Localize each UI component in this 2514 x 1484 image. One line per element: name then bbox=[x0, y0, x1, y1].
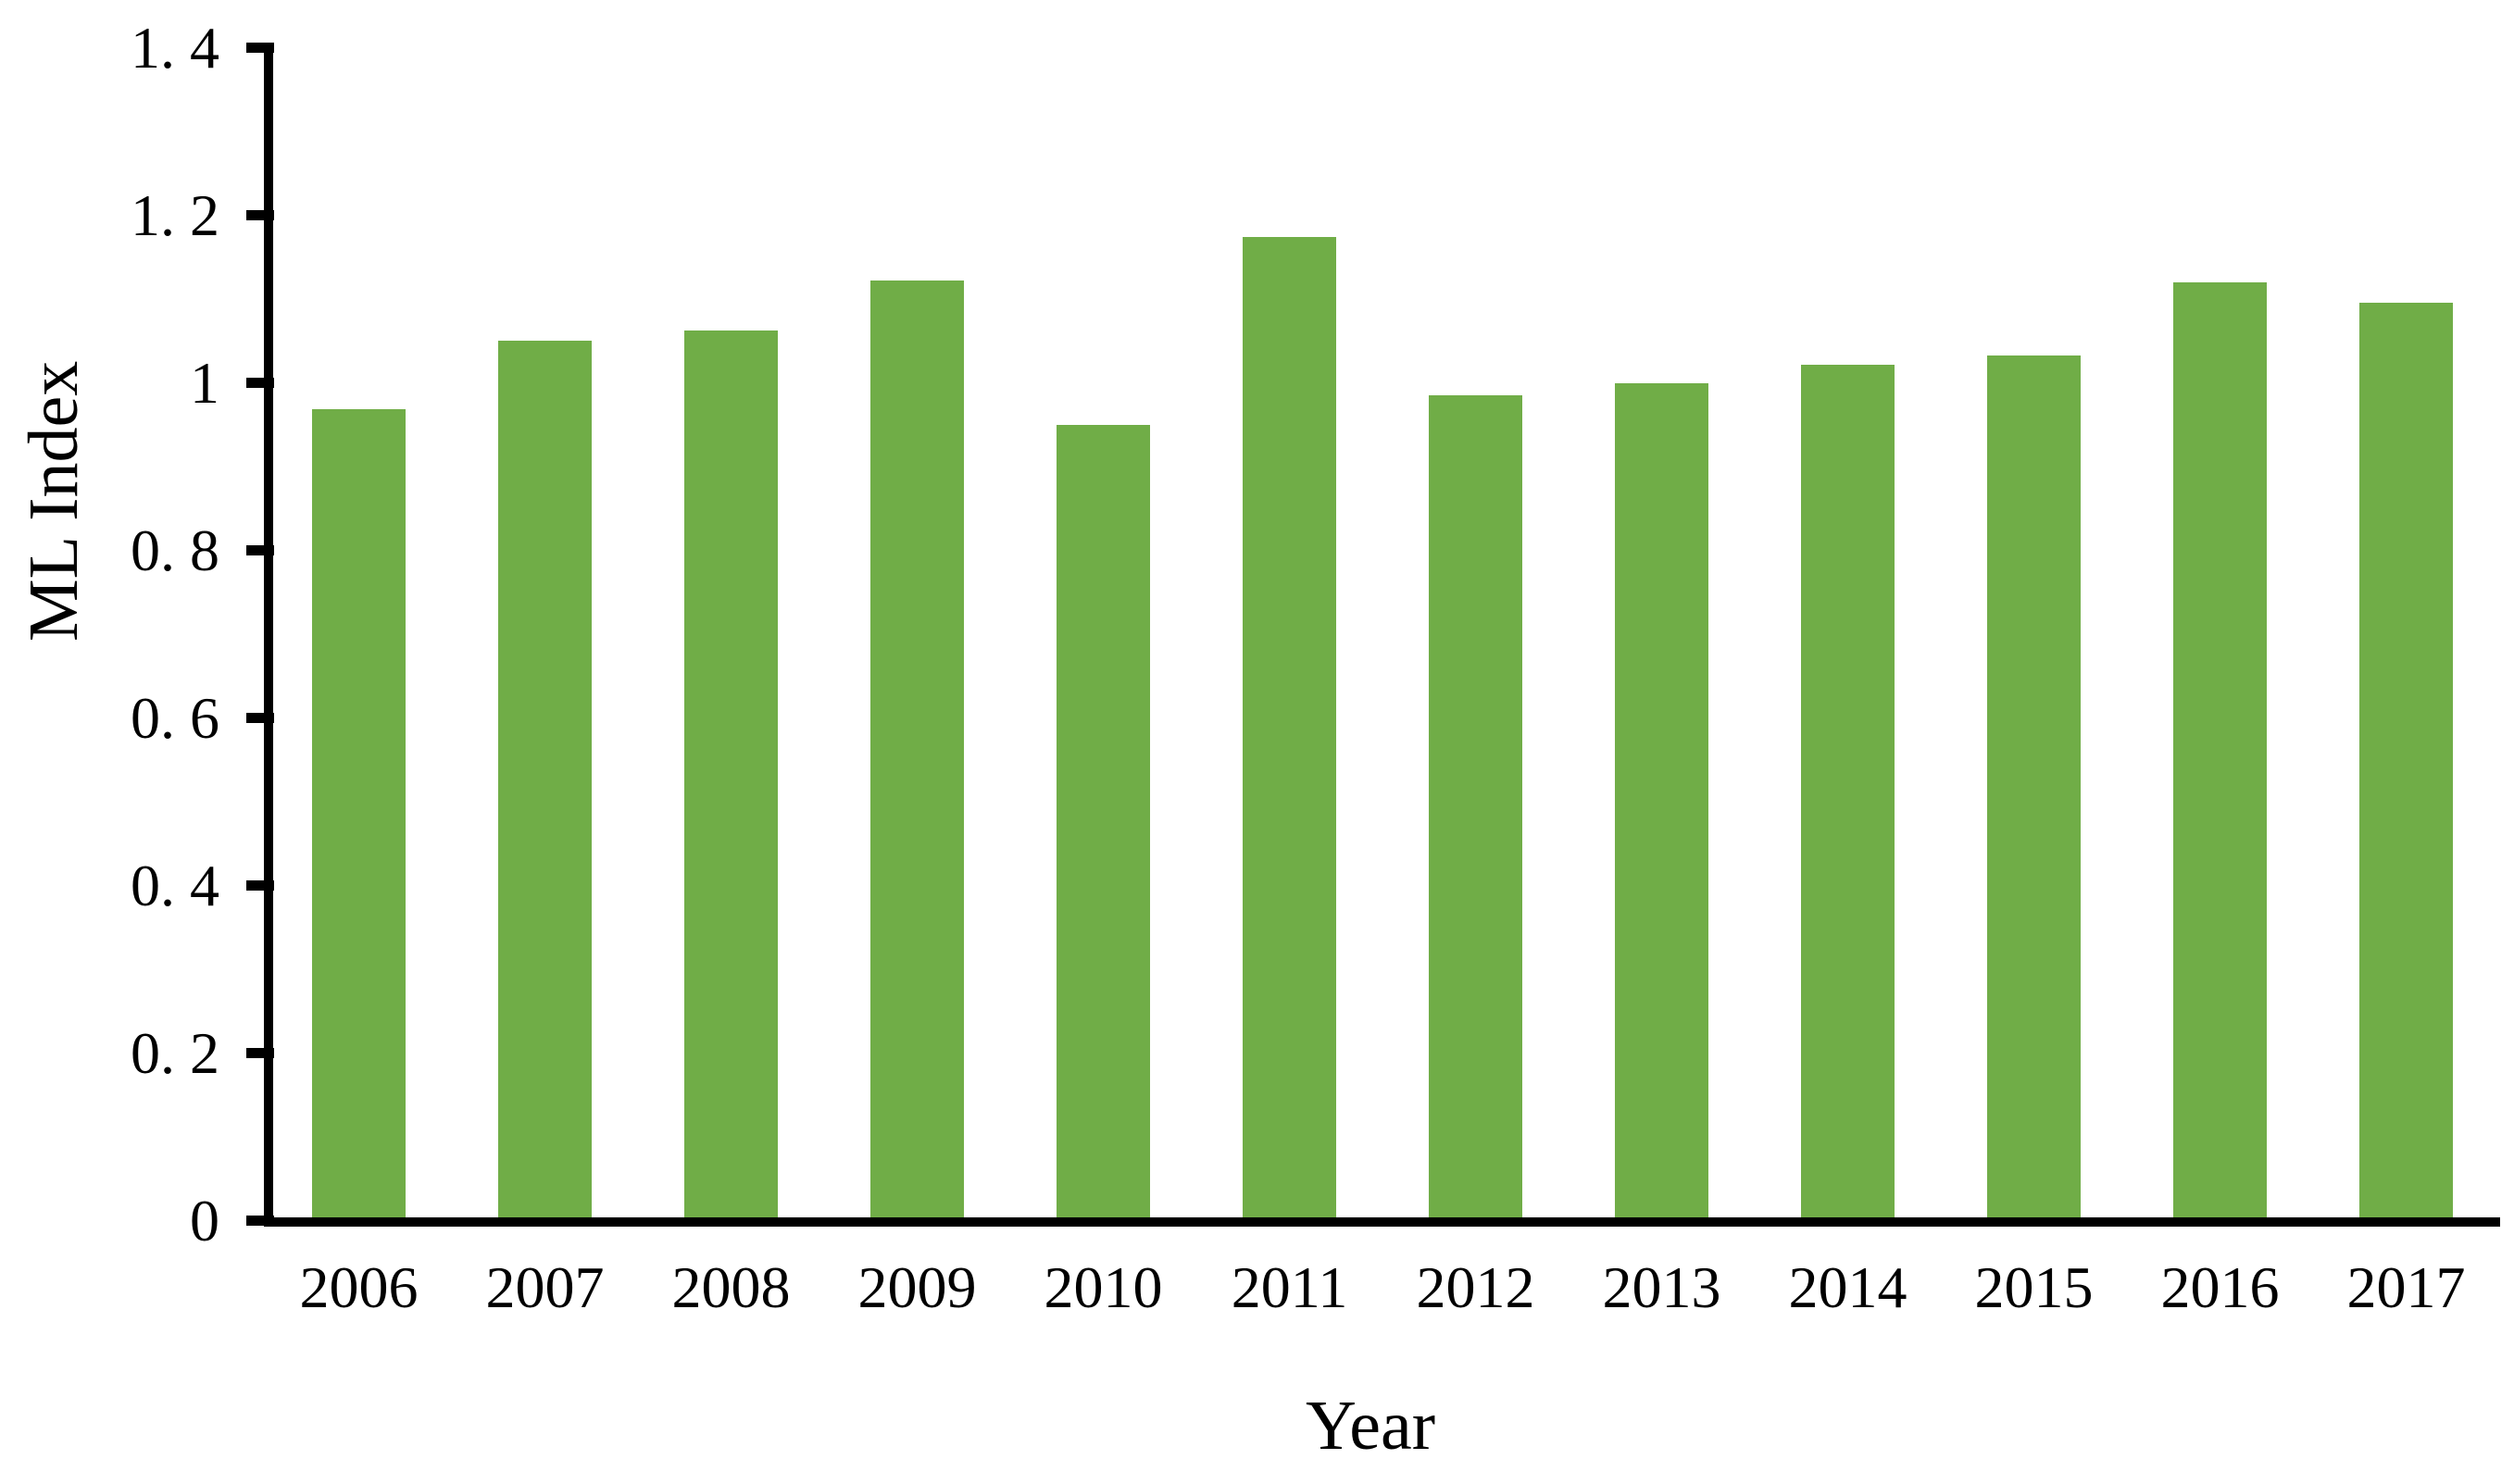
x-tick-label-2012: 2012 bbox=[1416, 1254, 1535, 1320]
bar-2011 bbox=[1243, 237, 1336, 1221]
x-axis-title: Year bbox=[1305, 1387, 1436, 1465]
x-tick-label-2006: 2006 bbox=[299, 1254, 419, 1320]
y-tick-mark bbox=[246, 43, 274, 53]
x-tick-label-2017: 2017 bbox=[2346, 1254, 2466, 1320]
y-tick-label: 0. 6 bbox=[131, 685, 219, 751]
y-tick-label: 0. 8 bbox=[131, 518, 219, 583]
x-tick-label-2009: 2009 bbox=[857, 1254, 977, 1320]
y-tick-mark bbox=[246, 210, 274, 220]
y-tick-mark bbox=[246, 713, 274, 723]
y-tick-mark bbox=[246, 1216, 274, 1226]
x-tick-label-2008: 2008 bbox=[671, 1254, 791, 1320]
y-tick-label: 1 bbox=[190, 350, 219, 416]
bar-2007 bbox=[498, 341, 592, 1221]
y-tick-label: 0 bbox=[190, 1188, 219, 1253]
y-tick-mark bbox=[246, 880, 274, 891]
x-tick-label-2016: 2016 bbox=[2160, 1254, 2280, 1320]
x-tick-label-2015: 2015 bbox=[1974, 1254, 2094, 1320]
bar-2006 bbox=[312, 409, 406, 1221]
bar-2014 bbox=[1801, 365, 1895, 1221]
y-tick-label: 1. 2 bbox=[131, 182, 219, 248]
x-tick-label-2011: 2011 bbox=[1231, 1254, 1348, 1320]
y-tick-mark bbox=[246, 378, 274, 388]
bar-2015 bbox=[1987, 355, 2081, 1221]
x-tick-label-2014: 2014 bbox=[1788, 1254, 1907, 1320]
y-tick-label: 1. 4 bbox=[131, 15, 219, 81]
bar-2017 bbox=[2359, 303, 2453, 1221]
bar-2009 bbox=[870, 281, 964, 1221]
bar-2016 bbox=[2173, 282, 2267, 1221]
bar-2008 bbox=[684, 330, 778, 1221]
x-tick-label-2013: 2013 bbox=[1602, 1254, 1721, 1320]
y-tick-mark bbox=[246, 545, 274, 555]
bar-2013 bbox=[1615, 383, 1708, 1221]
y-tick-label: 0. 4 bbox=[131, 853, 219, 918]
y-axis-line bbox=[264, 44, 273, 1227]
x-tick-label-2007: 2007 bbox=[485, 1254, 605, 1320]
x-axis-line bbox=[264, 1217, 2500, 1227]
y-tick-label: 0. 2 bbox=[131, 1020, 219, 1086]
bar-2010 bbox=[1057, 425, 1150, 1221]
bar-2012 bbox=[1429, 395, 1522, 1221]
x-tick-label-2010: 2010 bbox=[1044, 1254, 1163, 1320]
y-tick-mark bbox=[246, 1048, 274, 1058]
